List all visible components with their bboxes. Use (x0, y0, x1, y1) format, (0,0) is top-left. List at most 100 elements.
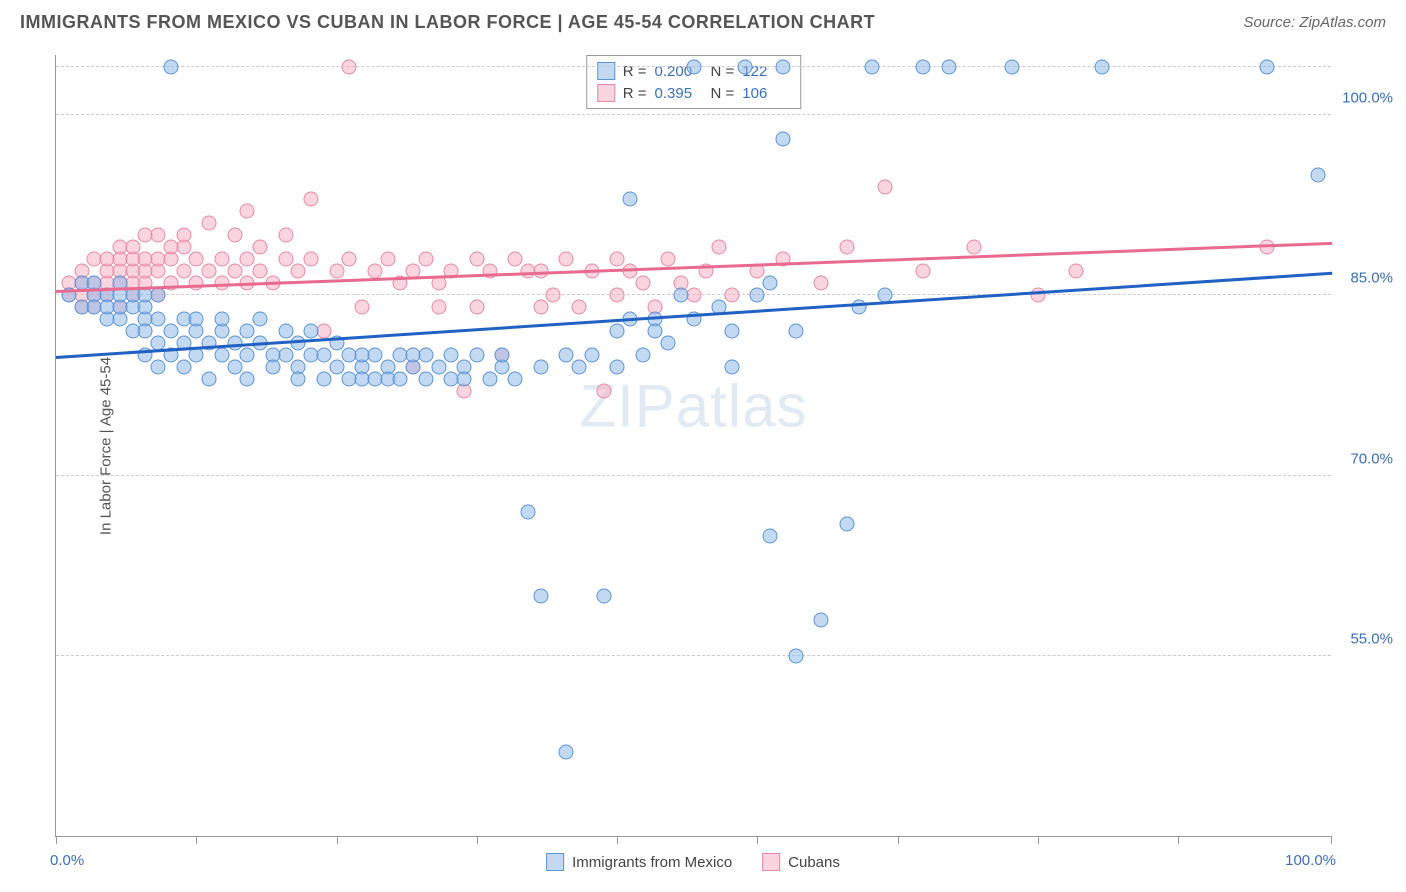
gridline (56, 114, 1331, 115)
scatter-point-mexico (444, 348, 459, 363)
scatter-point-cubans (877, 180, 892, 195)
scatter-point-cubans (431, 300, 446, 315)
scatter-point-mexico (635, 348, 650, 363)
scatter-point-mexico (610, 360, 625, 375)
scatter-point-cubans (253, 264, 268, 279)
scatter-point-cubans (163, 276, 178, 291)
scatter-point-mexico (151, 312, 166, 327)
x-tick (1038, 836, 1039, 844)
scatter-point-mexico (291, 336, 306, 351)
scatter-point-cubans (151, 228, 166, 243)
scatter-point-cubans (253, 240, 268, 255)
legend: Immigrants from Mexico Cubans (546, 853, 840, 871)
scatter-point-mexico (482, 372, 497, 387)
stats-row-cubans: R = 0.395 N = 106 (597, 82, 791, 104)
scatter-point-mexico (520, 504, 535, 519)
scatter-point-mexico (788, 324, 803, 339)
scatter-point-mexico (788, 648, 803, 663)
scatter-point-cubans (724, 288, 739, 303)
scatter-point-mexico (775, 60, 790, 75)
scatter-point-mexico (597, 588, 612, 603)
x-axis-max-label: 100.0% (1285, 852, 1336, 869)
scatter-point-mexico (189, 348, 204, 363)
legend-item-cubans: Cubans (762, 853, 840, 871)
scatter-point-cubans (291, 264, 306, 279)
scatter-point-mexico (673, 288, 688, 303)
scatter-point-mexico (584, 348, 599, 363)
scatter-point-mexico (278, 348, 293, 363)
scatter-point-cubans (571, 300, 586, 315)
gridline (56, 655, 1331, 656)
scatter-point-mexico (559, 348, 574, 363)
scatter-point-mexico (686, 60, 701, 75)
scatter-point-mexico (508, 372, 523, 387)
scatter-point-cubans (610, 288, 625, 303)
scatter-point-mexico (571, 360, 586, 375)
scatter-point-mexico (163, 324, 178, 339)
scatter-point-cubans (189, 252, 204, 267)
scatter-point-cubans (329, 264, 344, 279)
scatter-point-mexico (214, 312, 229, 327)
watermark: ZIPatlas (579, 372, 807, 441)
scatter-point-cubans (712, 240, 727, 255)
r-value-pink: 0.395 (655, 85, 703, 102)
scatter-point-cubans (214, 252, 229, 267)
scatter-point-mexico (138, 324, 153, 339)
scatter-point-mexico (291, 372, 306, 387)
scatter-point-cubans (482, 264, 497, 279)
scatter-point-mexico (1311, 168, 1326, 183)
y-tick-label: 55.0% (1350, 630, 1393, 647)
y-tick-label: 70.0% (1350, 450, 1393, 467)
scatter-point-mexico (559, 744, 574, 759)
scatter-point-mexico (763, 528, 778, 543)
scatter-point-mexico (865, 60, 880, 75)
scatter-point-mexico (1094, 60, 1109, 75)
chart-container: ZIPatlas R = 0.200 N = 122 R = 0.395 N =… (55, 55, 1331, 837)
scatter-point-cubans (189, 276, 204, 291)
gridline (56, 475, 1331, 476)
scatter-point-mexico (316, 348, 331, 363)
scatter-point-cubans (967, 240, 982, 255)
scatter-point-mexico (839, 516, 854, 531)
x-tick (196, 836, 197, 844)
scatter-point-cubans (367, 264, 382, 279)
scatter-point-cubans (304, 192, 319, 207)
x-tick (898, 836, 899, 844)
scatter-point-mexico (265, 360, 280, 375)
scatter-point-mexico (916, 60, 931, 75)
scatter-point-mexico (775, 132, 790, 147)
scatter-point-cubans (533, 300, 548, 315)
scatter-point-cubans (176, 228, 191, 243)
scatter-point-mexico (163, 60, 178, 75)
swatch-pink-icon (597, 84, 615, 102)
x-tick (56, 836, 57, 844)
scatter-point-mexico (724, 360, 739, 375)
scatter-point-cubans (125, 240, 140, 255)
scatter-point-mexico (661, 336, 676, 351)
x-axis-min-label: 0.0% (50, 852, 84, 869)
scatter-point-mexico (240, 324, 255, 339)
scatter-point-cubans (597, 384, 612, 399)
y-tick-label: 100.0% (1342, 90, 1393, 107)
scatter-point-cubans (227, 228, 242, 243)
source-attribution: Source: ZipAtlas.com (1243, 14, 1386, 31)
scatter-point-cubans (240, 252, 255, 267)
x-tick (1178, 836, 1179, 844)
y-axis-title: In Labor Force | Age 45-54 (98, 357, 115, 535)
scatter-point-mexico (304, 324, 319, 339)
scatter-point-cubans (635, 276, 650, 291)
scatter-point-mexico (202, 372, 217, 387)
y-tick-label: 85.0% (1350, 270, 1393, 287)
scatter-point-mexico (457, 372, 472, 387)
scatter-point-cubans (546, 288, 561, 303)
scatter-point-mexico (610, 324, 625, 339)
scatter-point-cubans (240, 204, 255, 219)
scatter-point-mexico (189, 312, 204, 327)
legend-label-cubans: Cubans (788, 854, 840, 871)
scatter-point-cubans (1260, 240, 1275, 255)
scatter-point-cubans (202, 216, 217, 231)
scatter-point-mexico (431, 360, 446, 375)
chart-title: IMMIGRANTS FROM MEXICO VS CUBAN IN LABOR… (20, 12, 875, 33)
scatter-point-cubans (622, 264, 637, 279)
scatter-point-mexico (533, 588, 548, 603)
